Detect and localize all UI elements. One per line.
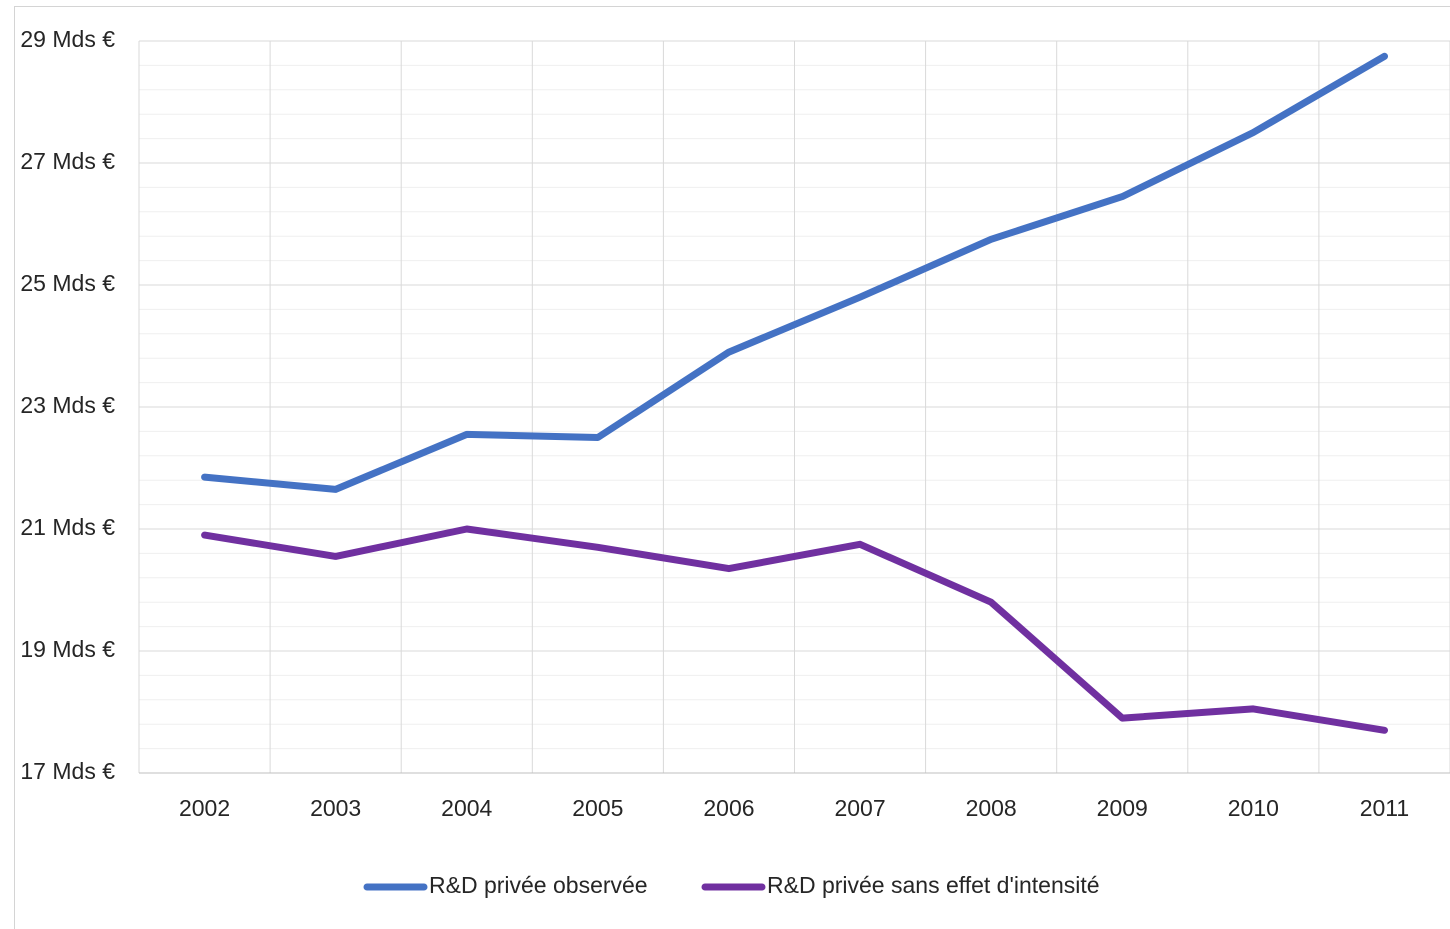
x-tick-label: 2003	[310, 795, 361, 821]
series-line-1	[201, 52, 1388, 493]
x-tick-label: 2002	[179, 795, 230, 821]
chart-frame	[14, 6, 1450, 929]
legend-label-1: R&D privée observée	[429, 872, 648, 898]
x-tick-label: 2004	[441, 795, 492, 821]
y-tick-label: 19 Mds €	[20, 636, 115, 662]
series-line-2	[201, 525, 1388, 734]
series-lines	[201, 52, 1388, 734]
y-tick-label: 23 Mds €	[20, 392, 115, 418]
y-axis-tick-labels: 17 Mds € 19 Mds € 21 Mds € 23 Mds € 25 Mds €…	[20, 26, 115, 784]
x-tick-label: 2011	[1360, 795, 1409, 821]
x-tick-label: 2006	[703, 795, 754, 821]
x-tick-label: 2005	[572, 795, 623, 821]
y-tick-label: 25 Mds €	[20, 270, 115, 296]
y-tick-label: 27 Mds €	[20, 148, 115, 174]
x-tick-label: 2009	[1097, 795, 1148, 821]
y-tick-label: 17 Mds €	[20, 758, 115, 784]
y-tick-label: 29 Mds €	[20, 26, 115, 52]
x-tick-label: 2007	[834, 795, 885, 821]
major-gridlines	[138, 40, 1450, 774]
x-tick-label: 2008	[966, 795, 1017, 821]
legend-label-2: R&D privée sans effet d'intensité	[767, 872, 1100, 898]
x-tick-label: 2010	[1228, 795, 1279, 821]
x-axis-tick-labels: 2002 2003 2004 2005 2006 2007 2008 2009 2010 2011	[179, 795, 1409, 821]
y-tick-label: 21 Mds €	[20, 514, 115, 540]
legend: R&D privée observée R&D privée sans effet…	[363, 872, 1100, 898]
